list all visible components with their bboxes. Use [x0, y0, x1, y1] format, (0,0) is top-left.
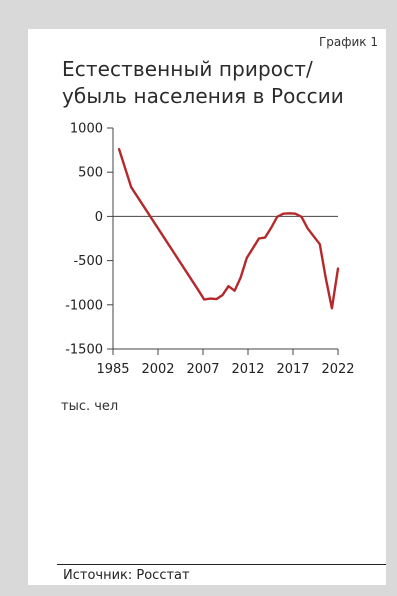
- chart-title-line-2: убыль населения в России: [62, 84, 344, 108]
- x-tick-label: 2022: [321, 362, 354, 377]
- source-note: Источник: Росстат: [63, 568, 190, 583]
- y-tick-label: 0: [95, 210, 103, 225]
- figure-number: График 1: [318, 35, 378, 49]
- y-tick-label: -1500: [65, 343, 103, 358]
- y-axis: 1000 500 0 -500 -1000 -1500: [65, 122, 114, 358]
- chart-title-line-1: Естественный прирост/: [62, 57, 313, 81]
- x-tick-label: 2007: [186, 362, 219, 377]
- y-tick-label: -1000: [65, 298, 103, 313]
- x-tick-label: 2002: [141, 362, 174, 377]
- y-tick-label: -500: [73, 254, 103, 269]
- y-tick-label: 1000: [70, 122, 103, 137]
- x-axis: 1985 2002 2007 2012 2017 2022: [96, 215, 355, 377]
- x-tick-label: 2017: [276, 362, 309, 377]
- y-tick-label: 500: [78, 166, 103, 181]
- source-divider: [57, 564, 386, 565]
- chart-title: Естественный прирост/ убыль населения в …: [62, 56, 344, 110]
- series-group: [117, 147, 340, 310]
- x-tick-label: 2012: [231, 362, 264, 377]
- series-line: [117, 147, 340, 310]
- line-chart: 1000 500 0 -500 -1000 -1500 1985 2002 2007 2012 2…: [65, 122, 355, 378]
- x-tick-label: 1985: [96, 362, 129, 377]
- chart-card: График 1 Естественный прирост/ убыль нас…: [28, 29, 386, 585]
- unit-label: тыс. чел: [61, 399, 119, 414]
